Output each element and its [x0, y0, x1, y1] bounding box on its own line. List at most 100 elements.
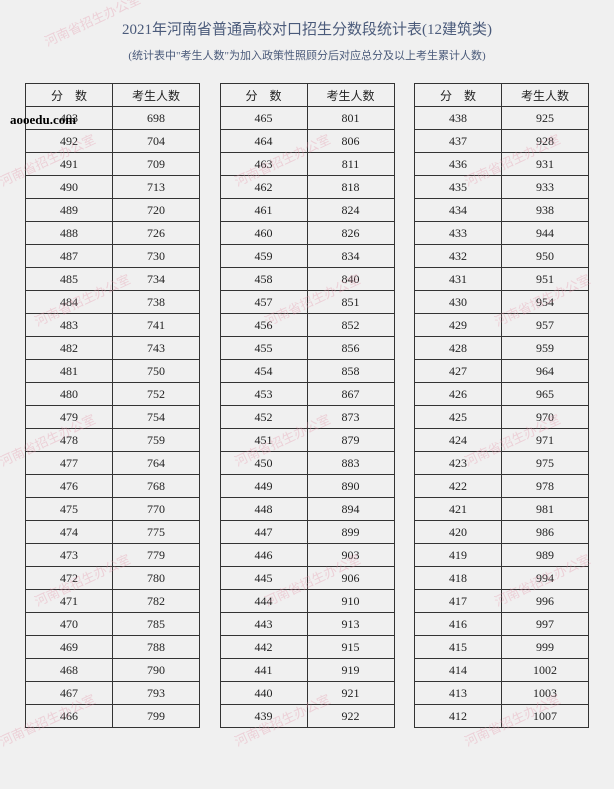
count-cell: 818: [307, 176, 394, 199]
score-cell: 479: [26, 406, 113, 429]
count-cell: 806: [307, 130, 394, 153]
score-cell: 492: [26, 130, 113, 153]
table-row: 480752: [26, 383, 200, 406]
count-cell: 879: [307, 429, 394, 452]
score-cell: 448: [220, 498, 307, 521]
score-cell: 474: [26, 521, 113, 544]
count-cell: 779: [113, 544, 200, 567]
table-row: 449890: [220, 475, 394, 498]
count-cell: 899: [307, 521, 394, 544]
score-cell: 435: [415, 176, 502, 199]
count-cell: 826: [307, 222, 394, 245]
page-title: 2021年河南省普通高校对口招生分数段统计表(12建筑类): [25, 18, 589, 39]
table-row: 437928: [415, 130, 589, 153]
table-row: 4131003: [415, 682, 589, 705]
table-row: 492704: [26, 130, 200, 153]
score-cell: 432: [415, 245, 502, 268]
count-cell: 801: [307, 107, 394, 130]
table-row: 419989: [415, 544, 589, 567]
count-cell: 713: [113, 176, 200, 199]
count-cell: 913: [307, 613, 394, 636]
count-cell: 921: [307, 682, 394, 705]
score-table-1: 分 数考生人数465801464806463811462818461824460…: [220, 83, 395, 728]
table-row: 489720: [26, 199, 200, 222]
table-row: 477764: [26, 452, 200, 475]
table-row: 453867: [220, 383, 394, 406]
count-cell: 770: [113, 498, 200, 521]
table-row: 423975: [415, 452, 589, 475]
table-row: 459834: [220, 245, 394, 268]
table-row: 429957: [415, 314, 589, 337]
table-row: 451879: [220, 429, 394, 452]
score-cell: 430: [415, 291, 502, 314]
table-row: 418994: [415, 567, 589, 590]
count-cell: 754: [113, 406, 200, 429]
table-row: 444910: [220, 590, 394, 613]
score-cell: 469: [26, 636, 113, 659]
table-row: 481750: [26, 360, 200, 383]
header-score: 分 数: [415, 84, 502, 107]
count-cell: 910: [307, 590, 394, 613]
count-cell: 928: [502, 130, 589, 153]
count-cell: 759: [113, 429, 200, 452]
count-cell: 933: [502, 176, 589, 199]
score-cell: 446: [220, 544, 307, 567]
score-cell: 466: [26, 705, 113, 728]
count-cell: 994: [502, 567, 589, 590]
table-row: 441919: [220, 659, 394, 682]
count-cell: 970: [502, 406, 589, 429]
count-cell: 780: [113, 567, 200, 590]
score-cell: 420: [415, 521, 502, 544]
count-cell: 782: [113, 590, 200, 613]
score-cell: 464: [220, 130, 307, 153]
count-cell: 799: [113, 705, 200, 728]
count-cell: 906: [307, 567, 394, 590]
score-cell: 428: [415, 337, 502, 360]
count-cell: 768: [113, 475, 200, 498]
table-row: 470785: [26, 613, 200, 636]
count-cell: 790: [113, 659, 200, 682]
page-subtitle: (统计表中"考生人数"为加入政策性照顾分后对应总分及以上考生累计人数): [25, 47, 589, 63]
count-cell: 840: [307, 268, 394, 291]
table-row: 443913: [220, 613, 394, 636]
tables-container: 分 数考生人数493698492704491709490713489720488…: [25, 83, 589, 728]
count-cell: 903: [307, 544, 394, 567]
table-row: 452873: [220, 406, 394, 429]
table-row: 435933: [415, 176, 589, 199]
table-row: 425970: [415, 406, 589, 429]
table-row: 462818: [220, 176, 394, 199]
score-cell: 485: [26, 268, 113, 291]
score-cell: 418: [415, 567, 502, 590]
score-cell: 475: [26, 498, 113, 521]
score-cell: 425: [415, 406, 502, 429]
header-count: 考生人数: [502, 84, 589, 107]
count-cell: 726: [113, 222, 200, 245]
score-cell: 484: [26, 291, 113, 314]
table-row: 478759: [26, 429, 200, 452]
table-row: 448894: [220, 498, 394, 521]
table-row: 4121007: [415, 705, 589, 728]
score-cell: 468: [26, 659, 113, 682]
score-cell: 415: [415, 636, 502, 659]
score-cell: 426: [415, 383, 502, 406]
table-row: 430954: [415, 291, 589, 314]
count-cell: 997: [502, 613, 589, 636]
score-cell: 481: [26, 360, 113, 383]
count-cell: 999: [502, 636, 589, 659]
count-cell: 709: [113, 153, 200, 176]
score-cell: 458: [220, 268, 307, 291]
table-row: 420986: [415, 521, 589, 544]
table-row: 476768: [26, 475, 200, 498]
table-row: 454858: [220, 360, 394, 383]
score-cell: 443: [220, 613, 307, 636]
score-cell: 434: [415, 199, 502, 222]
count-cell: 734: [113, 268, 200, 291]
count-cell: 738: [113, 291, 200, 314]
score-cell: 454: [220, 360, 307, 383]
table-row: 415999: [415, 636, 589, 659]
table-row: 457851: [220, 291, 394, 314]
count-cell: 752: [113, 383, 200, 406]
table-row: 455856: [220, 337, 394, 360]
score-cell: 470: [26, 613, 113, 636]
count-cell: 858: [307, 360, 394, 383]
